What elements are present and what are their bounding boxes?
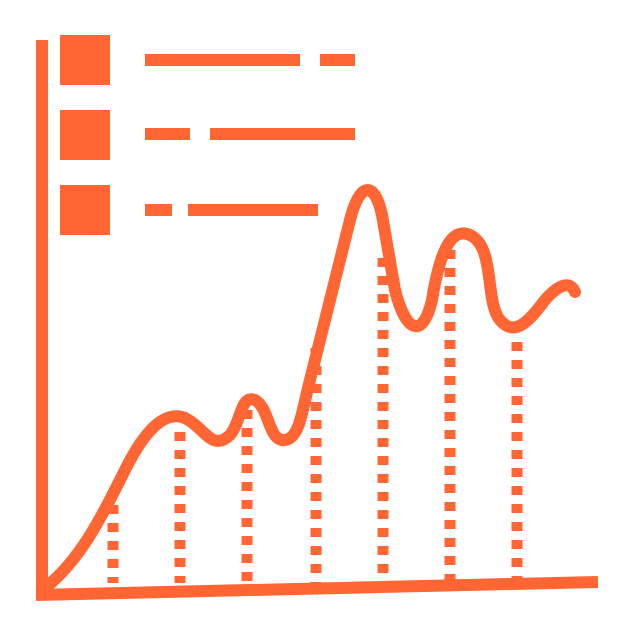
legend-swatch-2 (60, 110, 110, 160)
x-axis (35, 576, 599, 601)
data-curve (39, 184, 581, 594)
legend-swatch-3 (60, 185, 110, 235)
drop-lines (107, 250, 523, 583)
legend-swatch-1 (60, 35, 110, 85)
